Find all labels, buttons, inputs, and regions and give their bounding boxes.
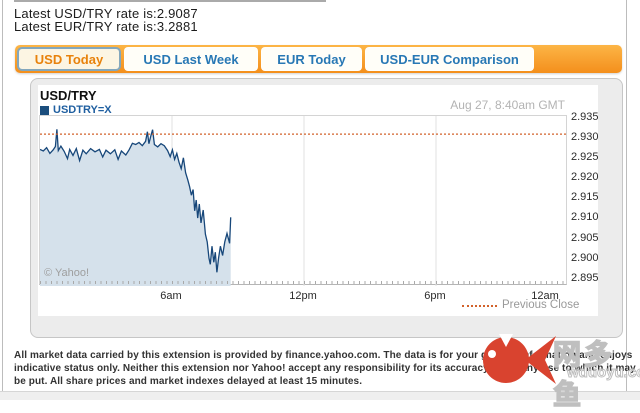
y-tick-label: 2.915 (571, 191, 599, 203)
disclaimer-line: be put. All share prices and market inde… (14, 376, 363, 387)
plot-area: © Yahoo! (39, 115, 568, 286)
tab-eur-today[interactable]: EUR Today (261, 47, 362, 71)
tab-usd-last-week[interactable]: USD Last Week (124, 47, 258, 71)
price-series-svg (40, 116, 568, 286)
browser-edge-line (14, 0, 326, 2)
previous-close-key-icon (462, 305, 497, 307)
eur-try-rate-text: Latest EUR/TRY rate is:3.2881 (14, 19, 198, 34)
y-tick-label: 2.900 (571, 252, 599, 264)
chart-legend: USDTRY=X (40, 104, 112, 116)
disclaimer-text: All market data carried by this extensio… (14, 349, 636, 388)
latest-rates: Latest USD/TRY rate is:2.9087 Latest EUR… (14, 7, 198, 33)
tab-usd-eur-comparison[interactable]: USD-EUR Comparison (365, 47, 534, 71)
usd-try-rate-text: Latest USD/TRY rate is:2.9087 (14, 6, 198, 21)
y-axis-labels: 2.935 2.930 2.925 2.920 2.915 2.910 2.905 2.900… (571, 111, 601, 285)
x-tick-label: 6pm (424, 290, 446, 302)
tab-bar: USD Today USD Last Week EUR Today USD-EU… (15, 45, 622, 73)
popup-left-border (2, 0, 3, 391)
y-tick-label: 2.920 (571, 171, 599, 183)
y-tick-label: 2.925 (571, 151, 599, 163)
y-tick-label: 2.910 (571, 211, 599, 223)
y-tick-label: 2.895 (571, 272, 599, 284)
chart-title: USD/TRY (40, 88, 97, 103)
x-tick-label: 6am (160, 290, 182, 302)
x-tick-label: 12pm (289, 290, 317, 302)
yahoo-copyright: © Yahoo! (44, 267, 90, 279)
tab-usd-today[interactable]: USD Today (17, 47, 121, 71)
disclaimer-line: indicative status only. Neither this ext… (14, 363, 636, 374)
popup-right-border (626, 0, 627, 391)
minor-tick-marks (40, 281, 568, 284)
yahoo-chart: USD/TRY USDTRY=X Aug 27, 8:40am GMT © Ya… (38, 85, 601, 316)
y-tick-label: 2.905 (571, 232, 599, 244)
series-swatch-icon (40, 105, 49, 115)
chart-timestamp: Aug 27, 8:40am GMT (450, 98, 565, 112)
popup-bottom-bar (0, 391, 640, 400)
series-symbol: USDTRY=X (53, 104, 112, 116)
y-tick-label: 2.930 (571, 131, 599, 143)
y-tick-label: 2.935 (571, 111, 599, 123)
disclaimer-line: All market data carried by this extensio… (14, 350, 633, 361)
previous-close-label: Previous Close (502, 299, 580, 311)
